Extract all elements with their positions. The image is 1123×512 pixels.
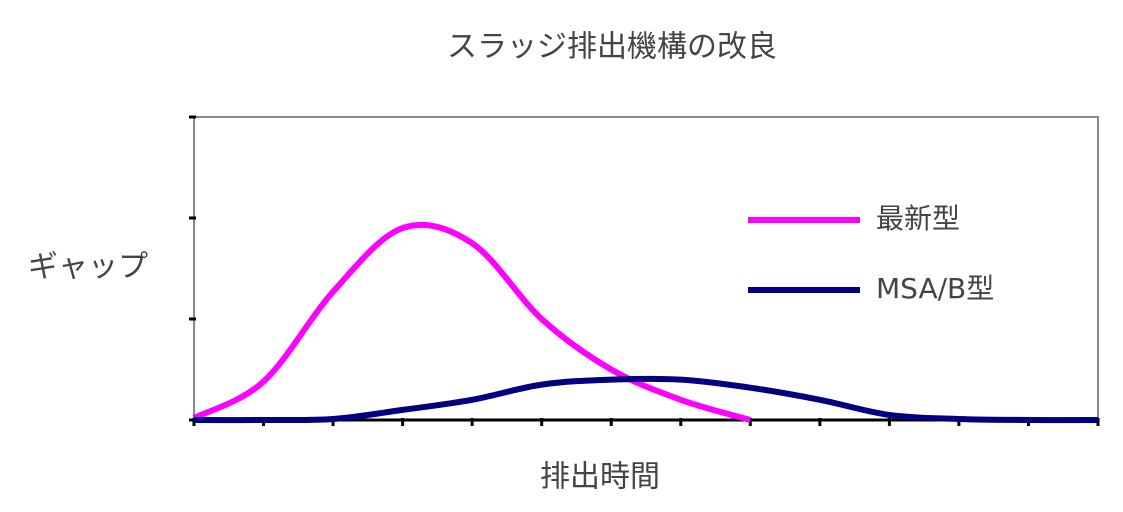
- line-series: [192, 222, 752, 423]
- legend-label: MSA/B型: [876, 272, 994, 305]
- plot-frame: [193, 116, 1099, 421]
- line-series: [193, 375, 1099, 424]
- legend-label: 最新型: [876, 202, 960, 235]
- chart-title: スラッジ排出機構の改良: [447, 30, 777, 65]
- x-axis-label: 排出時間: [540, 460, 660, 495]
- y-axis-label: ギャップ: [28, 250, 148, 285]
